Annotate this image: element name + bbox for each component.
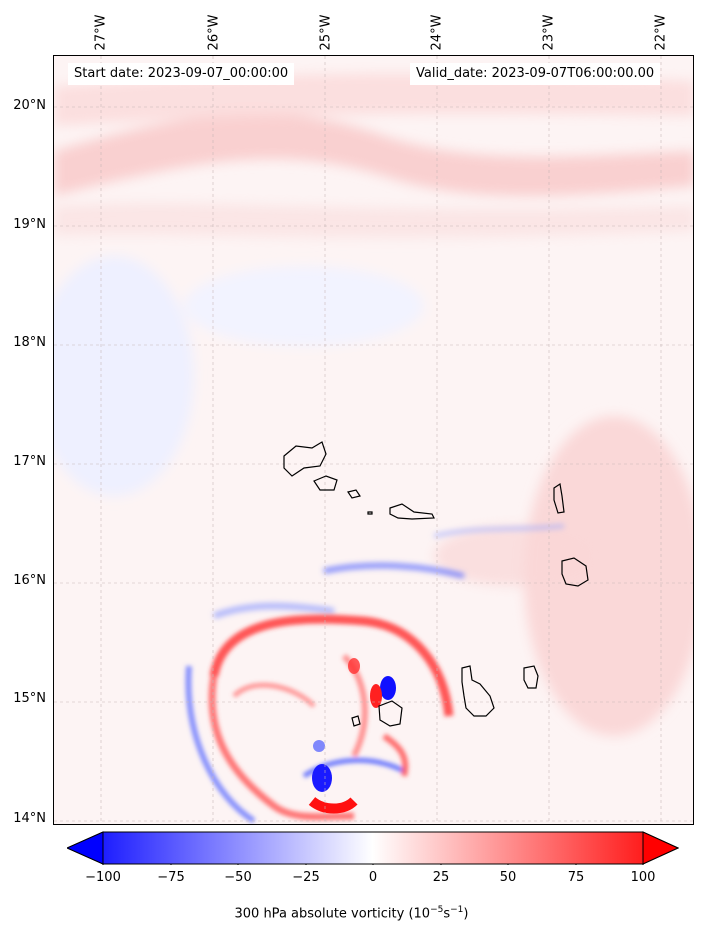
lon-label-25w: 25°W: [318, 14, 334, 50]
storm-ring: [185, 614, 454, 824]
valid-date-label: Valid_date: 2023-09-07T06:00:00.00: [410, 63, 661, 85]
lon-label-22w: 22°W: [653, 14, 669, 50]
colorbar-gradient: [67, 831, 679, 865]
colorbar-tick: −50: [224, 870, 252, 885]
island-brava: [351, 715, 361, 727]
colorbar-tick: 100: [630, 870, 656, 885]
colorbar-tick: −25: [292, 870, 320, 885]
island-fogo: [378, 700, 403, 727]
colorbar-tick: 25: [432, 870, 450, 885]
start-date-label: Start date: 2023-09-07_00:00:00: [68, 63, 295, 85]
colorbar-tick: −75: [157, 870, 185, 885]
lon-label-27w: 27°W: [93, 14, 109, 50]
graticule: [54, 56, 693, 824]
vorticity-field: [54, 56, 693, 824]
island-branco: [367, 511, 373, 515]
lat-label-20n: 20°N: [13, 98, 46, 113]
colorbar-title: 300 hPa absolute vorticity (10−5s−1): [234, 905, 469, 922]
lat-label-15n: 15°N: [13, 691, 46, 706]
lat-label-19n: 19°N: [13, 217, 46, 232]
colorbar-tick: 50: [499, 870, 517, 885]
blue-streaks: [212, 524, 565, 619]
island-sao-vicente: [313, 475, 338, 491]
lat-label-18n: 18°N: [13, 335, 46, 350]
island-maio: [523, 665, 539, 689]
vorticity-map: [53, 55, 694, 825]
lat-label-16n: 16°N: [13, 573, 46, 588]
lon-label-26w: 26°W: [206, 14, 222, 50]
lat-label-14n: 14°N: [13, 811, 46, 826]
colorbar-tick: −100: [85, 870, 121, 885]
island-boa-vista: [561, 557, 589, 587]
colorbar-max-extend-arrow: [642, 831, 679, 865]
island-santiago: [461, 665, 495, 717]
colorbar-tick: 75: [567, 870, 585, 885]
lon-label-23w: 23°W: [541, 14, 557, 50]
lat-label-17n: 17°N: [13, 454, 46, 469]
island-santa-luzia: [347, 489, 361, 499]
colorbar-min-extend-arrow: [67, 831, 104, 865]
colorbar-tick: 0: [368, 870, 378, 885]
colorbar: [67, 831, 679, 865]
island-sao-nicolau: [389, 503, 435, 520]
west-blue-zone: [54, 256, 424, 496]
island-coastlines: [283, 441, 589, 727]
lon-label-24w: 24°W: [429, 14, 445, 50]
island-sal: [553, 482, 565, 514]
east-pink-zone: [434, 416, 693, 736]
island-santo-antao: [283, 441, 327, 477]
northern-band: [54, 73, 693, 238]
